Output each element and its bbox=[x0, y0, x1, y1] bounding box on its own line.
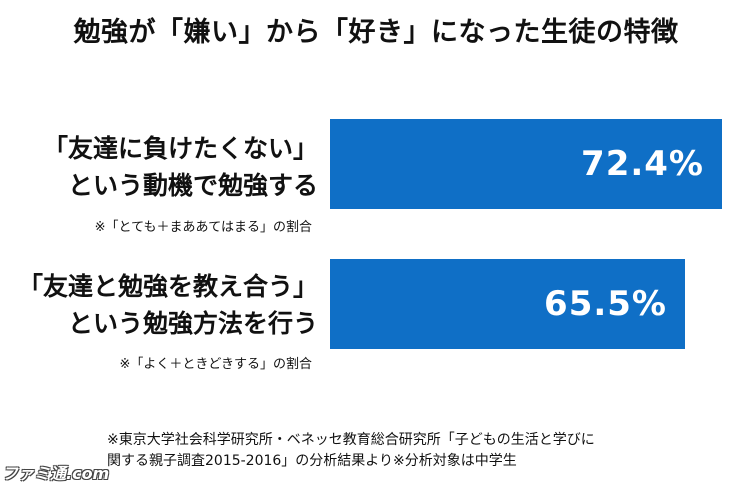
category-label-2: 「友達と勉強を教え合う」 という勉強方法を行う bbox=[0, 268, 318, 342]
bar-track-2: 65.5% bbox=[330, 259, 722, 349]
category-label-2-line2: という勉強方法を行う bbox=[67, 309, 318, 338]
watermark-logo: ファミ通.com bbox=[2, 464, 110, 483]
category-note-2: ※「よく＋ときどきする」の割合 bbox=[119, 357, 312, 372]
source-note-line2: 関する親子調査2015-2016」の分析結果より※分析対象は中学生 bbox=[107, 453, 517, 469]
source-note-line1: ※東京大学社会科学研究所・ベネッセ教育総合研究所「子どもの生活と学びに bbox=[107, 432, 595, 448]
category-note-1: ※「とても＋まああてはまる」の割合 bbox=[94, 220, 312, 235]
chart-title: 勉強が「嫌い」から「好き」になった生徒の特徴 bbox=[73, 17, 679, 48]
bar-value-label-2: 65.5% bbox=[544, 284, 667, 324]
source-note: ※東京大学社会科学研究所・ベネッセ教育総合研究所「子どもの生活と学びに 関する親… bbox=[107, 430, 667, 472]
category-label-2-line1: 「友達と勉強を教え合う」 bbox=[17, 272, 318, 301]
bar-2 bbox=[330, 259, 685, 349]
category-label-1: 「友達に負けたくない」 という動機で勉強する bbox=[0, 130, 318, 204]
category-label-1-line1: 「友達に負けたくない」 bbox=[42, 134, 318, 163]
category-label-1-line2: という動機で勉強する bbox=[67, 171, 318, 200]
bar-track-1: 72.4% bbox=[330, 119, 722, 209]
bar-value-label-1: 72.4% bbox=[581, 144, 704, 184]
bar-1 bbox=[330, 119, 722, 209]
